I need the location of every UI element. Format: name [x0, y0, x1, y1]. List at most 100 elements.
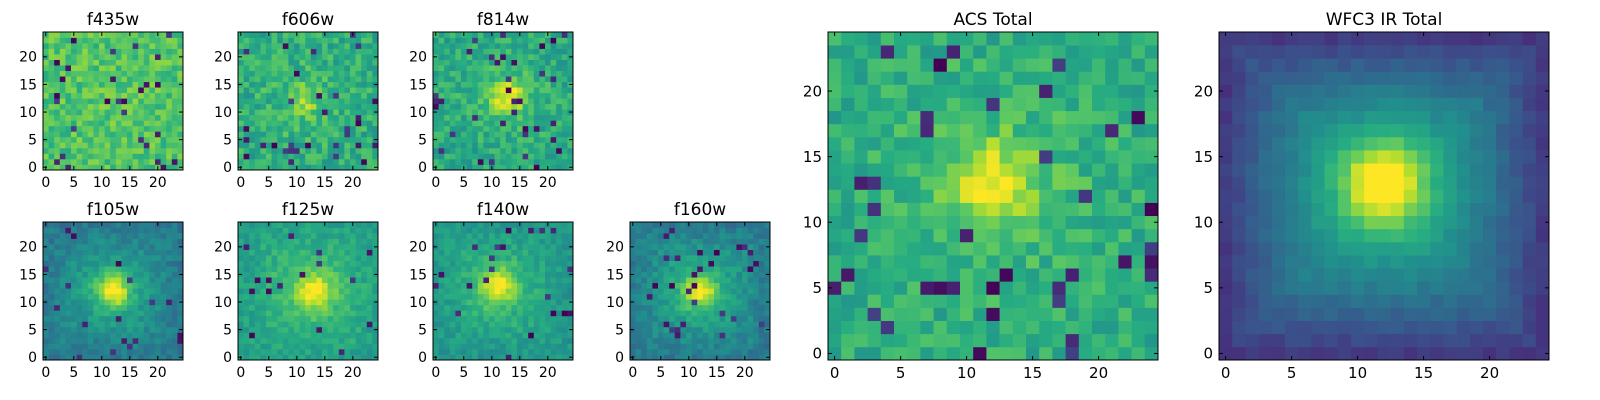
x-tick-label: 10	[483, 175, 501, 191]
heatmap-cell	[299, 98, 306, 105]
heatmap-cell	[249, 271, 256, 278]
heatmap-cell	[127, 65, 133, 71]
heatmap-cell	[561, 125, 568, 132]
heatmap-cell	[533, 233, 540, 239]
heatmap-cell	[753, 343, 760, 350]
heatmap-cell	[736, 299, 743, 306]
heatmap-cell	[171, 260, 178, 267]
heatmap-cell	[355, 266, 362, 273]
heatmap-cell	[160, 299, 167, 306]
heatmap-cell	[277, 304, 284, 311]
heatmap-cell	[505, 233, 512, 239]
heatmap-cell	[138, 343, 145, 350]
heatmap-cell	[65, 255, 72, 261]
heatmap-cell	[87, 136, 94, 143]
heatmap-cell	[166, 222, 173, 228]
heatmap-cell	[719, 222, 726, 228]
heatmap-cell	[238, 315, 244, 322]
heatmap-cell	[483, 282, 490, 289]
heatmap-cell	[99, 271, 105, 278]
heatmap-cell	[372, 222, 379, 228]
heatmap-cell	[635, 266, 642, 273]
heatmap-cell	[477, 153, 484, 160]
heatmap-cell	[160, 59, 167, 66]
heatmap-cell	[686, 293, 692, 300]
heatmap-cell	[282, 70, 289, 77]
heatmap-cell	[561, 76, 568, 83]
heatmap-cell	[76, 266, 83, 273]
heatmap-cell	[444, 103, 451, 110]
heatmap-cell	[121, 125, 128, 132]
heatmap-cell	[110, 354, 117, 361]
heatmap-cell	[372, 277, 379, 284]
heatmap-cell	[550, 244, 557, 250]
heatmap-cell	[494, 227, 501, 234]
heatmap-cell	[561, 109, 568, 116]
heatmap-cell	[635, 310, 642, 317]
heatmap-cell	[299, 255, 306, 261]
heatmap-cell	[742, 304, 748, 311]
heatmap-cell	[1026, 228, 1040, 243]
heatmap-cell	[254, 249, 261, 256]
heatmap-cell	[260, 321, 267, 328]
heatmap-cell	[483, 326, 490, 333]
heatmap-cell	[104, 244, 111, 250]
x-tick-label: 0	[236, 365, 245, 381]
heatmap-cell	[730, 304, 737, 311]
heatmap-cell	[65, 76, 72, 83]
heatmap-cell	[71, 103, 77, 110]
heatmap-cell	[104, 142, 111, 149]
heatmap-cell	[758, 343, 765, 350]
heatmap-cell	[646, 310, 653, 317]
heatmap-cell	[288, 244, 295, 250]
heatmap-cell	[494, 120, 501, 127]
heatmap-cell	[155, 238, 161, 245]
heatmap-cell	[719, 282, 726, 289]
heatmap-cell	[528, 76, 535, 83]
heatmap-cell	[166, 120, 173, 127]
heatmap-cell	[155, 326, 161, 333]
heatmap-cell	[444, 147, 451, 154]
heatmap-cell	[115, 81, 122, 88]
heatmap-cell	[511, 271, 518, 278]
heatmap-cell	[986, 346, 1000, 361]
heatmap-cell	[663, 332, 670, 339]
heatmap-cell	[177, 158, 184, 165]
heatmap-cell	[646, 271, 653, 278]
heatmap-cell	[477, 59, 484, 66]
heatmap-cell	[1078, 281, 1093, 295]
heatmap-cell	[294, 238, 300, 245]
heatmap-cell	[138, 87, 145, 94]
heatmap-cell	[500, 158, 507, 165]
heatmap-cell	[472, 238, 479, 245]
heatmap-cell	[177, 321, 184, 328]
heatmap-cell	[310, 109, 317, 116]
heatmap-cell	[489, 158, 495, 165]
heatmap-cell	[489, 48, 495, 55]
heatmap-cell	[82, 87, 89, 94]
heatmap-cell	[310, 255, 317, 261]
heatmap-cell	[635, 277, 642, 284]
heatmap-cell	[472, 37, 479, 44]
heatmap-cell	[663, 326, 670, 333]
heatmap-cell	[350, 76, 356, 83]
heatmap-cell	[254, 244, 261, 250]
heatmap-cell	[646, 282, 653, 289]
heatmap-cell	[271, 249, 278, 256]
heatmap-cell	[76, 315, 83, 322]
heatmap-cell	[338, 109, 345, 116]
heatmap-cell	[344, 54, 351, 60]
heatmap-cell	[753, 271, 760, 278]
x-tick-label: 15	[316, 365, 334, 381]
heatmap-cell	[742, 277, 748, 284]
heatmap-cell	[104, 282, 111, 289]
heatmap-cell	[1078, 307, 1093, 321]
heatmap-cell	[82, 260, 89, 267]
heatmap-cell	[444, 260, 451, 267]
heatmap-cell	[658, 304, 664, 311]
heatmap-cell	[528, 293, 535, 300]
x-tick-label: 20	[149, 175, 167, 191]
heatmap-cell	[483, 92, 490, 99]
heatmap-cell	[149, 244, 156, 250]
heatmap-cell	[517, 48, 523, 55]
